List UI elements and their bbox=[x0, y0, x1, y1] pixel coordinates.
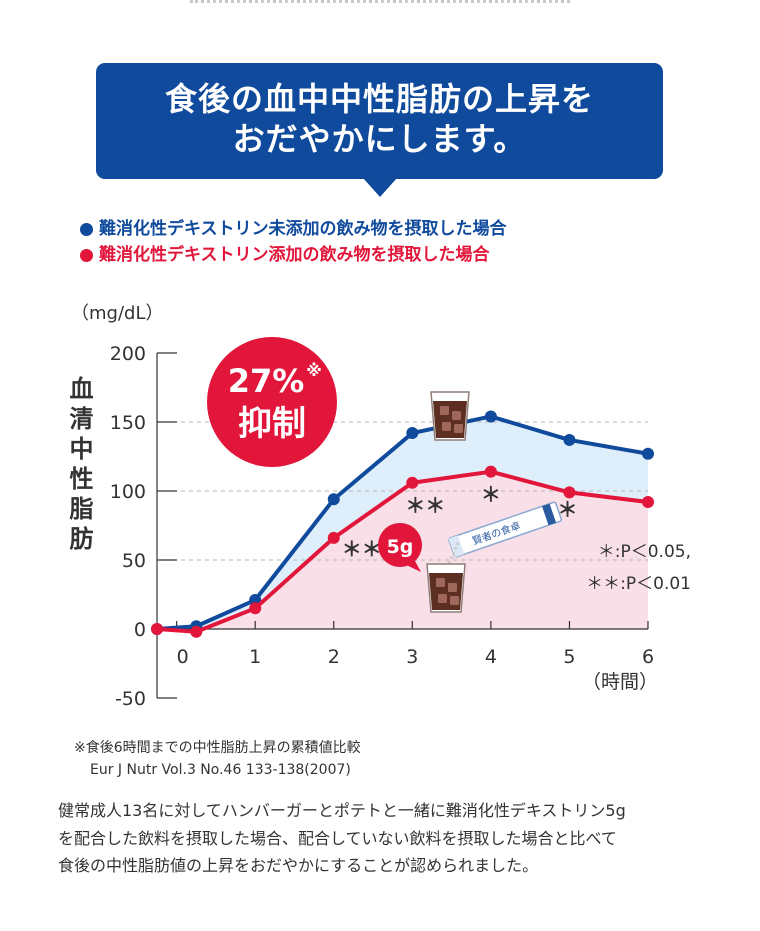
footnote-reference: Eur J Nutr Vol.3 No.46 133-138(2007) bbox=[90, 762, 351, 778]
headline-line-1: 食後の血中中性脂肪の上昇を bbox=[164, 80, 594, 118]
x-unit-label: （時間） bbox=[582, 671, 658, 693]
x-tick-label-5: 5 bbox=[563, 646, 575, 668]
y-tick-label-150: 150 bbox=[110, 412, 146, 434]
dose-label: 5g bbox=[387, 536, 414, 558]
banner-pointer bbox=[363, 178, 397, 197]
y-unit-label: （mg/dL） bbox=[71, 303, 163, 324]
red-point-7 bbox=[642, 496, 654, 509]
cup-icon-bottom bbox=[426, 563, 466, 613]
x-tick-label-3: 3 bbox=[406, 646, 418, 668]
x-tick-label-0: 0 bbox=[177, 646, 189, 668]
study-description: 健常成人13名に対してハンバーガーとポテトと一緒に難消化性デキストリン5g を配… bbox=[58, 797, 708, 880]
x-tick-label-2: 2 bbox=[328, 646, 340, 668]
legend-item-with: 難消化性デキストリン添加の飲み物を摂取した場合 bbox=[80, 242, 507, 268]
red-point-0 bbox=[151, 623, 163, 635]
dose-callout: 5g bbox=[378, 523, 422, 572]
y-tick-label--50: -50 bbox=[115, 688, 146, 710]
headline-line-2: おだやかにします。 bbox=[232, 120, 527, 158]
x-tick-label-6: 6 bbox=[642, 646, 654, 668]
badge-text: 抑制 bbox=[238, 404, 306, 444]
badge-percent: 27% bbox=[228, 362, 305, 400]
headline-banner: 食後の血中中性脂肪の上昇を おだやかにします。 bbox=[96, 63, 663, 179]
red-point-2 bbox=[249, 602, 262, 615]
blue-point-7 bbox=[642, 447, 654, 460]
red-point-4 bbox=[406, 476, 419, 489]
p-value-note-1: ＊:P＜0.05, bbox=[598, 542, 691, 562]
blue-point-6 bbox=[563, 433, 576, 446]
cup-icon-bottom-ice-2 bbox=[438, 594, 447, 603]
blue-point-3 bbox=[327, 493, 340, 506]
y-tick-label-200: 200 bbox=[110, 343, 146, 365]
cup-icon-bottom-ice-1 bbox=[448, 583, 457, 592]
red-series-line bbox=[155, 469, 650, 634]
dose-callout-circle bbox=[378, 523, 422, 567]
significance-mark-2: ＊＊ bbox=[342, 537, 382, 561]
y-tick-label-50: 50 bbox=[122, 550, 146, 572]
legend-label-with: 難消化性デキストリン添加の飲み物を摂取した場合 bbox=[99, 245, 490, 265]
cup-icon-top-ice-0 bbox=[440, 406, 449, 415]
x-tick-label-4: 4 bbox=[485, 646, 497, 668]
blue-point-4 bbox=[406, 427, 419, 440]
chart-footnote: ※食後6時間までの中性脂肪上昇の累積値比較 Eur J Nutr Vol.3 N… bbox=[74, 737, 361, 781]
top-dotted-divider bbox=[190, 0, 570, 3]
description-line-3: 食後の中性脂肪値の上昇をおだやかにすることが認められました。 bbox=[58, 856, 539, 875]
fill-between-series bbox=[157, 416, 648, 632]
description-line-2: を配合した飲料を摂取した場合、配合していない飲料を摂取した場合と比べて bbox=[58, 828, 617, 848]
y-tick-label-0: 0 bbox=[134, 619, 146, 641]
red-point-3 bbox=[327, 531, 340, 544]
significance-mark-4: ＊ bbox=[481, 483, 501, 507]
y-axis-title: 血清中性脂肪 bbox=[65, 375, 93, 556]
chart-legend: 難消化性デキストリン未添加の飲み物を摂取した場合 難消化性デキストリン添加の飲み… bbox=[80, 216, 507, 268]
cup-icon-top-ice-1 bbox=[452, 411, 461, 420]
footnote-note: ※食後6時間までの中性脂肪上昇の累積値比較 bbox=[74, 740, 361, 756]
description-line-1: 健常成人13名に対してハンバーガーとポテトと一緒に難消化性デキストリン5g bbox=[58, 801, 626, 820]
cup-icon-top-ice-2 bbox=[442, 422, 451, 431]
legend-label-without: 難消化性デキストリン未添加の飲み物を摂取した場合 bbox=[99, 219, 507, 239]
legend-item-without: 難消化性デキストリン未添加の飲み物を摂取した場合 bbox=[80, 216, 507, 242]
significance-mark-5: ＊ bbox=[557, 497, 577, 521]
cup-icon-bottom-ice-0 bbox=[436, 578, 445, 587]
p-value-note-2: ＊＊:P＜0.01 bbox=[586, 574, 691, 594]
red-point-5 bbox=[484, 465, 497, 478]
suppression-badge: 27% ※ 抑制 bbox=[207, 337, 337, 467]
significance-mark-3: ＊＊ bbox=[405, 494, 445, 518]
powder-stream bbox=[446, 542, 460, 567]
cup-icon-bottom-ice-3 bbox=[450, 596, 459, 605]
badge-circle bbox=[207, 337, 337, 467]
x-tick-label-1: 1 bbox=[249, 646, 261, 668]
blue-dot-icon bbox=[80, 222, 93, 236]
red-point-6 bbox=[563, 486, 576, 499]
stick-end bbox=[448, 535, 465, 558]
badge-note-mark: ※ bbox=[306, 361, 322, 380]
stick-band bbox=[542, 503, 557, 526]
cup-icon-top bbox=[430, 391, 470, 441]
cup-icon-top-ice-3 bbox=[454, 424, 463, 433]
red-point-1 bbox=[190, 625, 203, 638]
blue-point-5 bbox=[484, 410, 497, 423]
red-dot-icon bbox=[80, 248, 93, 262]
y-tick-label-100: 100 bbox=[110, 481, 146, 503]
blue-series-line bbox=[155, 414, 650, 631]
